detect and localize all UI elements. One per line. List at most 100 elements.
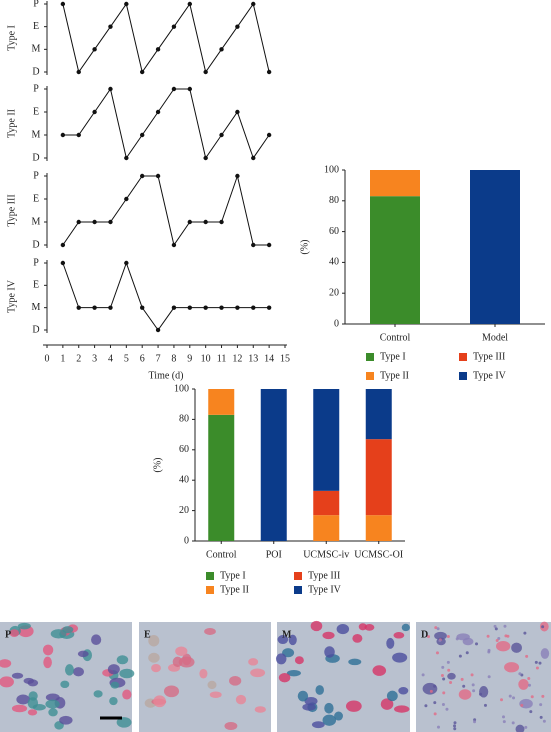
cell [518, 672, 522, 676]
cell [392, 652, 408, 663]
y-tick-label: 0 [334, 318, 339, 329]
cell [380, 698, 394, 710]
cell [502, 715, 506, 719]
cell [59, 715, 73, 725]
legend-label: Type I [220, 570, 246, 581]
y-tick-label: E [33, 193, 39, 204]
y-tick-label: 20 [179, 505, 189, 516]
series-line [62, 261, 270, 331]
data-point [203, 155, 208, 161]
data-point [76, 69, 81, 75]
cell [520, 703, 524, 707]
cell [435, 651, 439, 655]
cell [447, 672, 456, 680]
data-point [187, 1, 192, 7]
cell [16, 694, 30, 705]
cell [65, 664, 74, 676]
x-tick-label: 3 [92, 353, 97, 364]
cell [17, 622, 31, 630]
cell [496, 641, 511, 652]
x-axis-label: Time (d) [149, 370, 184, 381]
legend-label: Type III [308, 570, 340, 581]
y-tick-label: D [32, 152, 39, 163]
cell [207, 680, 217, 690]
data-point [203, 69, 208, 75]
cell [250, 668, 266, 678]
data-point [251, 242, 256, 248]
data-point [235, 24, 240, 29]
bar-segment [365, 515, 392, 541]
cell [462, 684, 466, 688]
cell [441, 665, 445, 669]
cell [334, 711, 343, 721]
bar-segment [365, 439, 392, 516]
cell [302, 703, 316, 711]
y-tick-label: D [32, 66, 39, 77]
data-point [155, 327, 161, 333]
data-point [235, 109, 240, 115]
x-tick-label: 15 [280, 353, 290, 364]
cell [50, 629, 67, 639]
data-point [203, 219, 208, 225]
cell [446, 635, 450, 639]
cell [27, 697, 39, 709]
cell [518, 678, 529, 690]
data-point [124, 1, 129, 7]
cell [11, 672, 24, 679]
cell [43, 656, 52, 669]
y-tick-label: E [33, 280, 39, 291]
legend-swatch [366, 353, 374, 361]
data-point [76, 305, 81, 310]
data-point [140, 132, 145, 138]
cell [348, 658, 362, 666]
x-tick-label: 6 [140, 353, 145, 364]
data-point [124, 155, 129, 161]
data-point [266, 132, 272, 138]
cell [506, 634, 510, 638]
cell [275, 653, 287, 665]
data-point [92, 305, 97, 310]
cell [440, 673, 444, 677]
cell [456, 633, 470, 641]
cell [433, 684, 437, 688]
legend-swatch [366, 372, 374, 380]
cell [442, 677, 446, 681]
legend-label: Type III [473, 351, 505, 362]
data-point [251, 155, 256, 161]
y-tick-label: 100 [174, 383, 189, 394]
cell [487, 675, 491, 679]
bar-segment [470, 170, 520, 324]
legend-label: Type IV [473, 370, 507, 381]
cell [398, 687, 409, 695]
cell [372, 665, 387, 676]
y-tick-label: D [32, 324, 39, 335]
cell [304, 696, 318, 706]
x-tick-label: 14 [264, 353, 274, 364]
cell [540, 648, 550, 659]
cell [487, 650, 491, 654]
data-point [266, 242, 272, 248]
x-tick-label: UCMSC-OI [354, 549, 403, 560]
y-tick-label: 100 [324, 164, 339, 175]
x-tick-label: 9 [187, 353, 192, 364]
y-tick-label: 40 [179, 474, 189, 485]
cell [288, 634, 297, 646]
series-line [62, 87, 270, 160]
cell [539, 621, 549, 632]
cell [471, 683, 475, 687]
cell [519, 698, 533, 709]
cell [539, 703, 543, 707]
cell [442, 691, 446, 695]
bar-segment [370, 170, 420, 197]
legend-swatch [206, 586, 214, 594]
cell [445, 707, 449, 711]
cell [527, 677, 531, 681]
cell [436, 725, 440, 729]
cell [530, 695, 534, 699]
y-axis-label: Type III [6, 194, 17, 226]
cell [345, 700, 362, 712]
cell [500, 698, 504, 702]
cell [297, 690, 309, 702]
cell [278, 673, 291, 683]
y-tick-label: P [33, 0, 39, 9]
